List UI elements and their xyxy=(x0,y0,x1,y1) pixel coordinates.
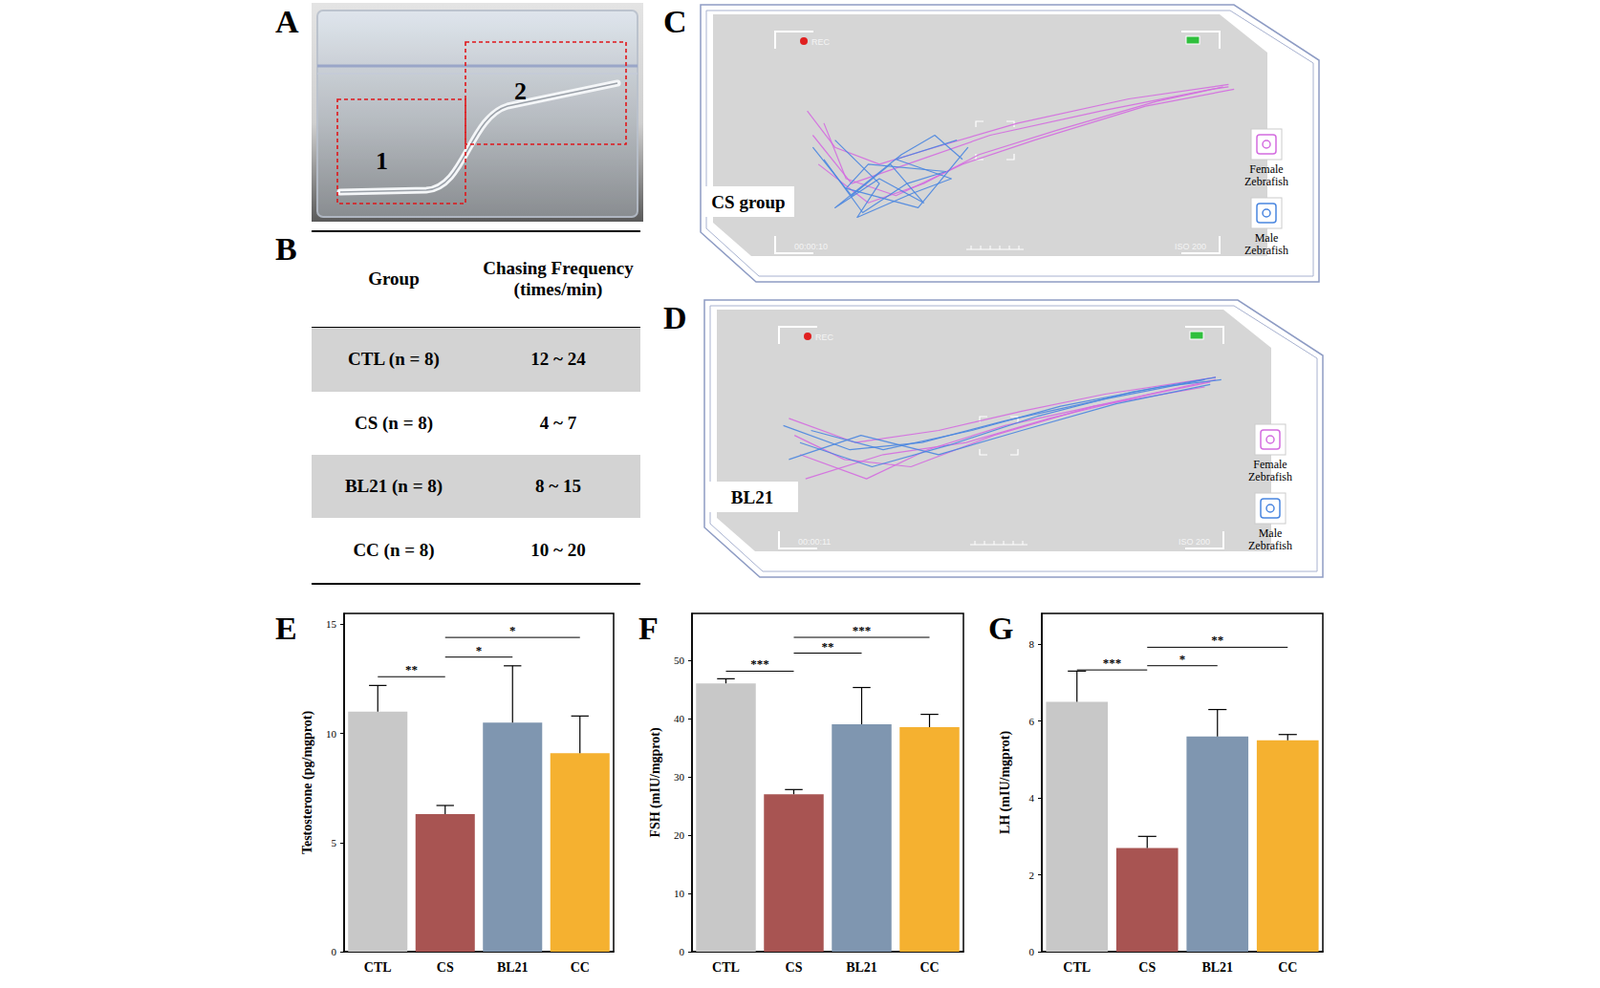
html-text:CS (n = 8): CS (n = 8) xyxy=(354,412,433,433)
svg-text:ISO 200: ISO 200 xyxy=(1174,241,1207,252)
svg-text:20: 20 xyxy=(673,829,686,842)
html-text:12 ~ 24: 12 ~ 24 xyxy=(530,348,586,369)
svg-text:REC: REC xyxy=(811,37,831,47)
svg-text:CS: CS xyxy=(1138,960,1156,975)
html-text:B: B xyxy=(275,231,297,267)
html-text:8 ~ 15: 8 ~ 15 xyxy=(535,475,582,497)
html-text:10 ~ 20: 10 ~ 20 xyxy=(530,540,586,561)
svg-text:*: * xyxy=(475,643,483,658)
svg-text:CTL: CTL xyxy=(364,960,392,975)
svg-text:CS: CS xyxy=(436,960,455,975)
svg-text:Male: Male xyxy=(1254,231,1279,245)
svg-text:Zebrafish: Zebrafish xyxy=(1244,243,1289,258)
svg-text:FSH (mIU/mgprot): FSH (mIU/mgprot) xyxy=(648,727,664,839)
svg-text:Zebrafish: Zebrafish xyxy=(1248,470,1293,484)
svg-text:CC: CC xyxy=(570,960,590,975)
svg-text:CS: CS xyxy=(785,960,803,975)
svg-text:**: ** xyxy=(821,639,835,654)
svg-text:CTL: CTL xyxy=(712,960,740,975)
svg-text:30: 30 xyxy=(673,771,686,783)
svg-text:Testosterone (pg/mgprot): Testosterone (pg/mgprot) xyxy=(300,711,316,856)
svg-text:50: 50 xyxy=(673,654,686,667)
svg-text:15: 15 xyxy=(325,618,338,630)
svg-text:8: 8 xyxy=(1029,638,1036,650)
svg-text:0: 0 xyxy=(1029,946,1036,958)
html-text:A: A xyxy=(275,3,299,40)
svg-text:Zebrafish: Zebrafish xyxy=(1244,174,1289,189)
svg-text:*: * xyxy=(1179,651,1187,667)
svg-text:CC: CC xyxy=(919,960,939,975)
svg-text:BL21: BL21 xyxy=(1201,960,1233,975)
html-text:D: D xyxy=(663,300,687,336)
svg-text:REC: REC xyxy=(815,332,835,343)
svg-text:1: 1 xyxy=(375,147,389,175)
html-text:4 ~ 7: 4 ~ 7 xyxy=(539,412,577,433)
svg-text:BL21: BL21 xyxy=(845,960,878,975)
svg-text:00:00:10: 00:00:10 xyxy=(794,241,828,252)
svg-text:ISO 200: ISO 200 xyxy=(1178,537,1211,547)
svg-text:***: *** xyxy=(852,623,872,638)
svg-text:CC: CC xyxy=(1277,960,1298,975)
svg-text:BL21: BL21 xyxy=(731,487,774,508)
svg-text:10: 10 xyxy=(325,728,338,740)
svg-text:Female: Female xyxy=(1249,162,1283,176)
html-text:C: C xyxy=(663,3,687,40)
svg-text:Male: Male xyxy=(1258,526,1283,541)
svg-text:2: 2 xyxy=(1029,869,1036,882)
svg-text:BL21: BL21 xyxy=(497,960,529,975)
svg-text:2: 2 xyxy=(514,77,527,106)
html-text:F: F xyxy=(638,610,659,647)
svg-text:***: *** xyxy=(1102,655,1123,671)
svg-text:4: 4 xyxy=(1029,792,1036,804)
svg-text:Zebrafish: Zebrafish xyxy=(1248,539,1293,553)
svg-text:**: ** xyxy=(405,662,418,677)
svg-text:6: 6 xyxy=(1029,715,1036,728)
svg-text:CTL: CTL xyxy=(1062,960,1091,975)
html-text:CTL (n = 8): CTL (n = 8) xyxy=(348,348,440,369)
svg-text:Female: Female xyxy=(1253,457,1287,472)
svg-text:10: 10 xyxy=(673,887,686,900)
html-text:Chasing Frequency (times/min): Chasing Frequency (times/min) xyxy=(482,258,634,300)
html-text:CC (n = 8): CC (n = 8) xyxy=(353,540,435,561)
html-text:G: G xyxy=(988,610,1014,647)
svg-text:*: * xyxy=(509,623,517,638)
svg-text:CS group: CS group xyxy=(711,192,785,213)
svg-text:**: ** xyxy=(1210,632,1224,648)
svg-text:LH (mIU/mgprot): LH (mIU/mgprot) xyxy=(997,731,1014,836)
svg-text:0: 0 xyxy=(331,946,338,958)
svg-text:0: 0 xyxy=(679,946,686,958)
html-text:Group: Group xyxy=(368,268,420,289)
html-text:E: E xyxy=(275,610,297,647)
svg-text:5: 5 xyxy=(331,837,338,849)
svg-text:00:00:11: 00:00:11 xyxy=(798,537,831,547)
html-text:BL21 (n = 8): BL21 (n = 8) xyxy=(344,475,443,497)
svg-text:***: *** xyxy=(750,656,770,671)
svg-text:40: 40 xyxy=(673,713,686,725)
